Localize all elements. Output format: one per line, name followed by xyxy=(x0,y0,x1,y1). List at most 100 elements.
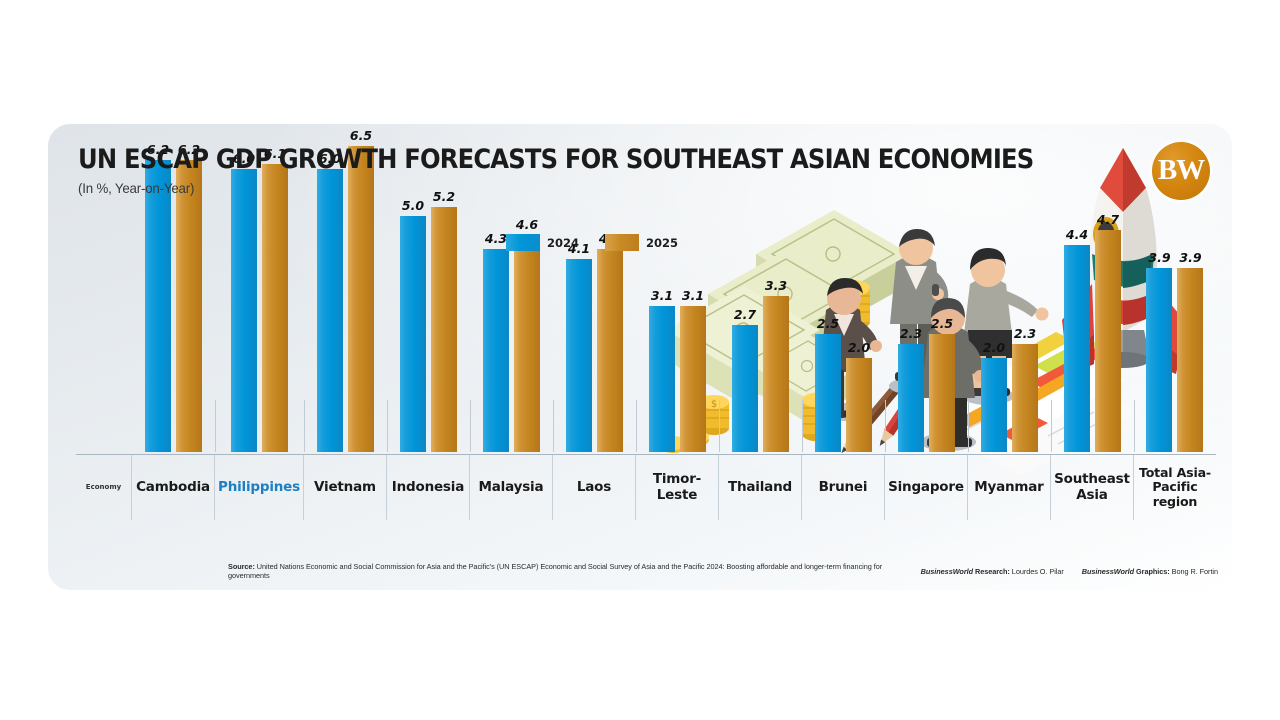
bar-2024-cambodia[interactable]: 6.2 xyxy=(145,142,171,452)
bar-2024-southeast-asia[interactable]: 4.4 xyxy=(1063,227,1090,452)
bar-value-label: 3.3 xyxy=(764,278,788,294)
bar-value-label: 3.1 xyxy=(681,287,705,303)
bar-2024-brunei[interactable]: 2.5 xyxy=(814,316,841,452)
bar-2024-singapore[interactable]: 2.3 xyxy=(897,326,924,452)
bar-value-label: 3.9 xyxy=(1179,250,1202,266)
research-credit: BusinessWorld Research: Lourdes O. Pilar xyxy=(921,567,1064,576)
bar-2025-southeast-asia[interactable]: 4.7 xyxy=(1094,212,1121,452)
graphics-label: Graphics: xyxy=(1134,566,1170,576)
bar-2024-vietnam[interactable]: 6.0 xyxy=(316,151,343,452)
bar-group-thailand: 2.7 3.3 xyxy=(719,184,802,452)
bar-2024-laos[interactable]: 4.1 xyxy=(565,241,592,452)
legend-item-2024: 2024 xyxy=(506,234,579,251)
bar-fill xyxy=(897,343,924,452)
axis-tick xyxy=(552,400,554,452)
source-note: Source: United Nations Economic and Soci… xyxy=(228,562,903,580)
bar-fill xyxy=(731,324,758,452)
axis-row-header-label: Economy xyxy=(85,482,122,491)
axis-category-label: Cambodia xyxy=(136,478,210,495)
bar-group-singapore: 2.3 2.5 xyxy=(885,184,968,452)
axis-category-singapore[interactable]: Singapore xyxy=(885,455,968,520)
bar-group-laos: 4.1 4.3 xyxy=(553,184,636,452)
axis-category-cambodia[interactable]: Cambodia xyxy=(132,455,215,520)
bar-group-myanmar: 2.0 2.3 xyxy=(968,184,1051,452)
bar-2025-myanmar[interactable]: 2.3 xyxy=(1011,326,1038,452)
axis-category-indonesia[interactable]: Indonesia xyxy=(387,455,470,520)
chart-legend: 2024 2025 xyxy=(506,234,678,251)
bar-fill xyxy=(316,169,343,452)
axis-category-laos[interactable]: Laos xyxy=(553,455,636,520)
axis-tick xyxy=(469,400,471,452)
axis-category-southeast-asia[interactable]: Southeast Asia xyxy=(1051,455,1134,520)
bar-fill xyxy=(814,334,841,452)
bar-2024-thailand[interactable]: 2.7 xyxy=(731,307,758,452)
legend-label-2024: 2024 xyxy=(547,235,580,250)
axis-category-myanmar[interactable]: Myanmar xyxy=(968,455,1051,520)
bar-2025-indonesia[interactable]: 5.2 xyxy=(430,189,457,452)
bar-value-label: 5.0 xyxy=(401,198,425,214)
axis-category-label: Timor-Leste xyxy=(652,471,702,503)
bar-value-label: 3.1 xyxy=(650,287,674,303)
axis-category-vietnam[interactable]: Vietnam xyxy=(304,455,387,520)
bar-2025-timor-leste[interactable]: 3.1 xyxy=(679,288,706,452)
legend-swatch-2024 xyxy=(506,234,540,251)
bar-fill xyxy=(928,334,955,452)
axis-category-brunei[interactable]: Brunei xyxy=(802,455,885,520)
bar-group-brunei: 2.5 2.0 xyxy=(802,184,885,452)
axis-category-philippines[interactable]: Philippines xyxy=(215,455,304,520)
axis-category-label: Thailand xyxy=(727,478,792,495)
bar-fill xyxy=(762,296,789,452)
graphics-brand: BusinessWorld xyxy=(1081,566,1135,576)
bar-2025-cambodia[interactable]: 6.2 xyxy=(176,142,202,452)
bar-2025-philippines[interactable]: 6.1 xyxy=(261,146,288,452)
bar-fill xyxy=(230,169,257,452)
bar-2025-singapore[interactable]: 2.5 xyxy=(928,316,955,452)
bar-fill xyxy=(176,159,202,452)
bar-2025-total-asia-pacific-region[interactable]: 3.9 xyxy=(1177,250,1204,452)
businessworld-logo-text: BW xyxy=(1157,153,1205,186)
header-block: UN ESCAP GDP GROWTH FORECASTS FOR SOUTHE… xyxy=(78,144,1122,196)
bar-fill xyxy=(1011,343,1038,452)
bar-2024-malaysia[interactable]: 4.3 xyxy=(482,231,509,452)
footer-credits: Source: United Nations Economic and Soci… xyxy=(228,560,1218,582)
category-axis: Economy Cambodia Philippines Vietnam Indones… xyxy=(76,454,1216,520)
axis-category-total-asia-pacific-region[interactable]: Total Asia-Pacific region xyxy=(1134,455,1216,520)
bar-2025-laos[interactable]: 4.3 xyxy=(596,231,623,452)
bar-value-label: 2.0 xyxy=(982,339,1006,355)
bar-2024-total-asia-pacific-region[interactable]: 3.9 xyxy=(1146,250,1173,452)
bar-2025-thailand[interactable]: 3.3 xyxy=(762,278,789,452)
bar-value-label: 4.7 xyxy=(1096,212,1120,228)
bar-value-label: 2.0 xyxy=(847,339,871,355)
axis-category-label: Indonesia xyxy=(391,478,465,495)
bar-value-label: 6.0 xyxy=(232,151,256,167)
bar-2025-malaysia[interactable]: 4.6 xyxy=(513,217,540,452)
businessworld-logo: BW xyxy=(1152,142,1210,200)
bar-2024-timor-leste[interactable]: 3.1 xyxy=(648,288,675,452)
bar-value-label: 6.2 xyxy=(177,141,201,157)
source-text: United Nations Economic and Social Commi… xyxy=(228,562,883,580)
source-label: Source: xyxy=(228,562,255,571)
bar-fill xyxy=(261,164,288,452)
axis-category-label: Malaysia xyxy=(478,478,544,495)
bar-fill xyxy=(1146,268,1173,452)
axis-category-label: Singapore xyxy=(888,478,964,495)
legend-label-2025: 2025 xyxy=(646,235,679,250)
bar-2025-vietnam[interactable]: 6.5 xyxy=(347,128,374,452)
bar-2025-brunei[interactable]: 2.0 xyxy=(845,340,872,452)
bar-fill xyxy=(399,216,426,452)
bar-2024-myanmar[interactable]: 2.0 xyxy=(980,340,1007,452)
axis-category-label: Southeast Asia xyxy=(1054,471,1130,503)
bar-group-total-asia-pacific-region: 3.9 3.9 xyxy=(1134,184,1216,452)
bar-2024-philippines[interactable]: 6.0 xyxy=(230,151,257,452)
bar-fill xyxy=(1177,268,1204,452)
bar-value-label: 2.5 xyxy=(816,316,840,332)
axis-category-timor-leste[interactable]: Timor-Leste xyxy=(636,455,719,520)
bar-2024-indonesia[interactable]: 5.0 xyxy=(399,198,426,452)
axis-category-malaysia[interactable]: Malaysia xyxy=(470,455,553,520)
bar-fill xyxy=(430,206,457,452)
bar-value-label: 5.2 xyxy=(432,188,456,204)
bar-value-label: 6.1 xyxy=(263,146,287,162)
bar-group-southeast-asia: 4.4 4.7 xyxy=(1051,184,1134,452)
axis-category-thailand[interactable]: Thailand xyxy=(719,455,802,520)
